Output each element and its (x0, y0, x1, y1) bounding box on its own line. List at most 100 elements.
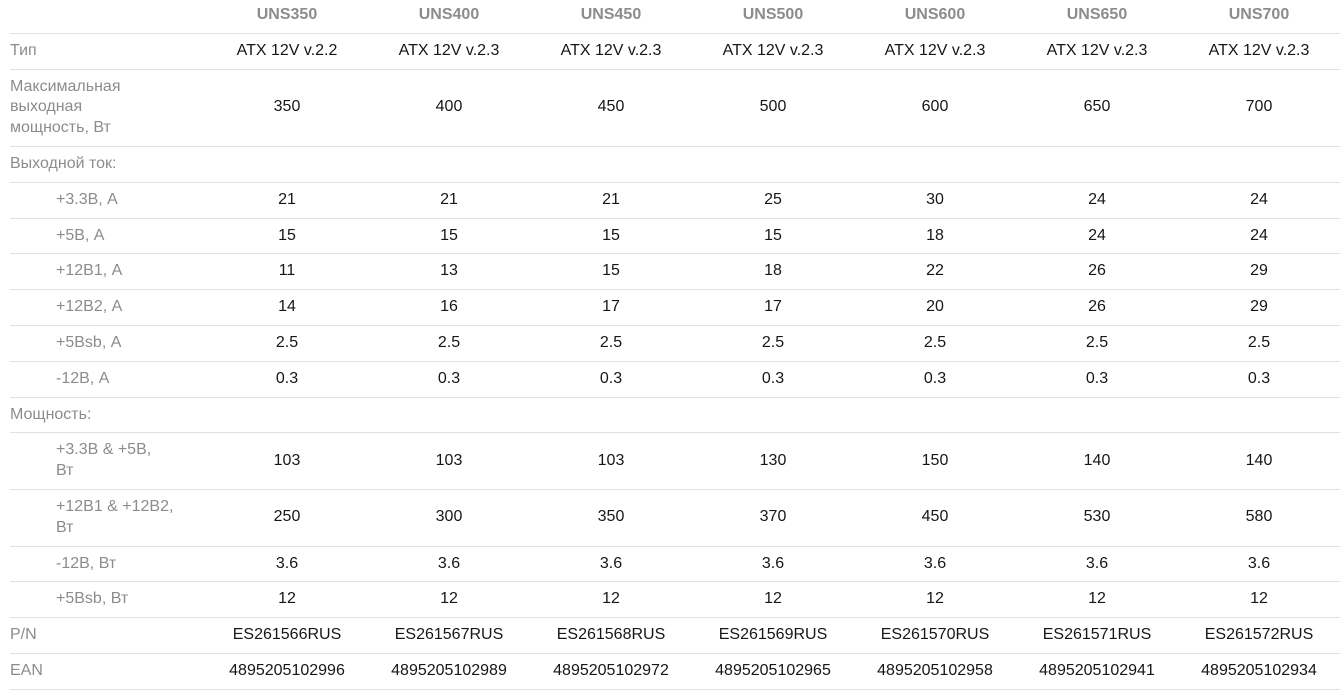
spec-value: 2.5 (761, 333, 785, 351)
spec-row: +5Bsb, А 2.5 2.5 2.5 2.5 2.5 2.5 2.5 (10, 325, 1340, 362)
spec-value: 25 (764, 190, 782, 208)
spec-value: ES261566RUS (232, 626, 342, 644)
spec-value: 350 (273, 98, 301, 116)
spec-value: 4895205102934 (1201, 661, 1317, 679)
spec-row: +12В2, А 14 16 17 17 20 26 29 (10, 290, 1340, 326)
spec-value: 450 (597, 98, 625, 116)
spec-row: +12В1 & +12В2, Вт 250 300 350 370 450 530 580 (10, 489, 1340, 547)
spec-value: 3.6 (761, 554, 785, 572)
spec-value: 15 (278, 226, 296, 244)
spec-value: ES261570RUS (880, 626, 990, 644)
spec-row: +12В1, А 11 13 15 18 22 26 29 (10, 254, 1340, 290)
spec-value: 4895205102941 (1039, 661, 1155, 679)
row-label: -12В, А (56, 369, 110, 387)
spec-value: 130 (759, 451, 787, 469)
spec-value: 18 (764, 262, 782, 280)
spec-value: 4895205102958 (877, 661, 993, 679)
spec-value: 22 (926, 262, 944, 280)
spec-value: 2.5 (1247, 333, 1271, 351)
spec-row: +5Bsb, Вт 12 12 12 12 12 12 12 (10, 582, 1340, 618)
spec-value: 103 (597, 451, 625, 469)
spec-value: 103 (435, 451, 463, 469)
spec-value: 4895205102989 (391, 661, 507, 679)
spec-value: 2.5 (599, 333, 623, 351)
spec-value: 0.3 (761, 369, 785, 387)
spec-value: 350 (597, 508, 625, 526)
spec-value: ES261568RUS (556, 626, 666, 644)
spec-value: 0.3 (275, 369, 299, 387)
spec-value: 3.6 (1247, 554, 1271, 572)
spec-value: 24 (1250, 226, 1268, 244)
spec-row: +3.3В, А 21 21 21 25 30 24 24 (10, 182, 1340, 219)
spec-value: 12 (278, 590, 296, 608)
spec-value: 650 (1083, 98, 1111, 116)
spec-value: 24 (1250, 190, 1268, 208)
spec-value: 400 (435, 98, 463, 116)
column-header-uns450: UNS450 (580, 6, 642, 23)
spec-value: ES261569RUS (718, 626, 828, 644)
spec-table-body: Тип ATX 12V v.2.2 ATX 12V v.2.3 ATX 12V v.2… (10, 33, 1340, 690)
spec-value: 12 (926, 590, 944, 608)
row-label: Выходной ток: (10, 154, 117, 172)
spec-value: 20 (926, 298, 944, 316)
column-header-uns500: UNS500 (742, 6, 804, 23)
spec-value: 21 (440, 190, 458, 208)
spec-value: 4895205102972 (553, 661, 669, 679)
spec-value: 3.6 (437, 554, 461, 572)
spec-value: ATX 12V v.2.3 (398, 41, 500, 59)
spec-value: ES261571RUS (1042, 626, 1152, 644)
spec-value: 4895205102996 (229, 661, 345, 679)
spec-value: ATX 12V v.2.3 (722, 41, 824, 59)
spec-value: 15 (602, 226, 620, 244)
spec-value: 3.6 (275, 554, 299, 572)
spec-value: 2.5 (923, 333, 947, 351)
spec-value: 15 (440, 226, 458, 244)
spec-value: 17 (602, 298, 620, 316)
spec-value: 29 (1250, 298, 1268, 316)
spec-value: 11 (278, 262, 296, 280)
row-label: +5Bsb, А (56, 333, 122, 351)
column-header-uns700: UNS700 (1228, 6, 1290, 23)
row-label: +5Bsb, Вт (56, 590, 129, 608)
row-label: +3.3В, А (56, 190, 118, 208)
spec-value: 17 (764, 298, 782, 316)
row-label: EAN (10, 661, 43, 679)
row-label: Мощность: (10, 405, 92, 423)
row-label: -12В, Вт (56, 554, 117, 572)
spec-value: 30 (926, 190, 944, 208)
spec-row: -12В, Вт 3.6 3.6 3.6 3.6 3.6 3.6 3.6 (10, 546, 1340, 582)
spec-value: ATX 12V v.2.3 (1046, 41, 1148, 59)
spec-value: 103 (273, 451, 301, 469)
column-header-uns600: UNS600 (904, 6, 966, 23)
spec-value: 12 (440, 590, 458, 608)
spec-value: 0.3 (923, 369, 947, 387)
spec-value: 2.5 (275, 333, 299, 351)
spec-value: 24 (1088, 190, 1106, 208)
spec-value: 0.3 (437, 369, 461, 387)
spec-value: 21 (278, 190, 296, 208)
spec-value: 18 (926, 226, 944, 244)
spec-value: 4895205102965 (715, 661, 831, 679)
spec-value: 12 (1088, 590, 1106, 608)
spec-value: 24 (1088, 226, 1106, 244)
spec-value: 3.6 (923, 554, 947, 572)
spec-value: 300 (435, 508, 463, 526)
row-label: +12В1 & +12В2, Вт (56, 497, 174, 536)
spec-value: ATX 12V v.2.3 (560, 41, 662, 59)
corner-cell (10, 0, 206, 33)
spec-value: 0.3 (1085, 369, 1109, 387)
spec-value: ES261572RUS (1204, 626, 1314, 644)
spec-value: 12 (1250, 590, 1268, 608)
column-header-uns350: UNS350 (256, 6, 318, 23)
spec-value: 700 (1245, 98, 1273, 116)
spec-value: 530 (1083, 508, 1111, 526)
spec-value: 12 (602, 590, 620, 608)
section-spacer (206, 146, 1340, 182)
spec-value: 3.6 (599, 554, 623, 572)
spec-value: 26 (1088, 262, 1106, 280)
spec-value: 26 (1088, 298, 1106, 316)
column-header-uns650: UNS650 (1066, 6, 1128, 23)
section-row: Мощность: (10, 397, 1340, 433)
spec-row: +5В, А 15 15 15 15 18 24 24 (10, 218, 1340, 254)
